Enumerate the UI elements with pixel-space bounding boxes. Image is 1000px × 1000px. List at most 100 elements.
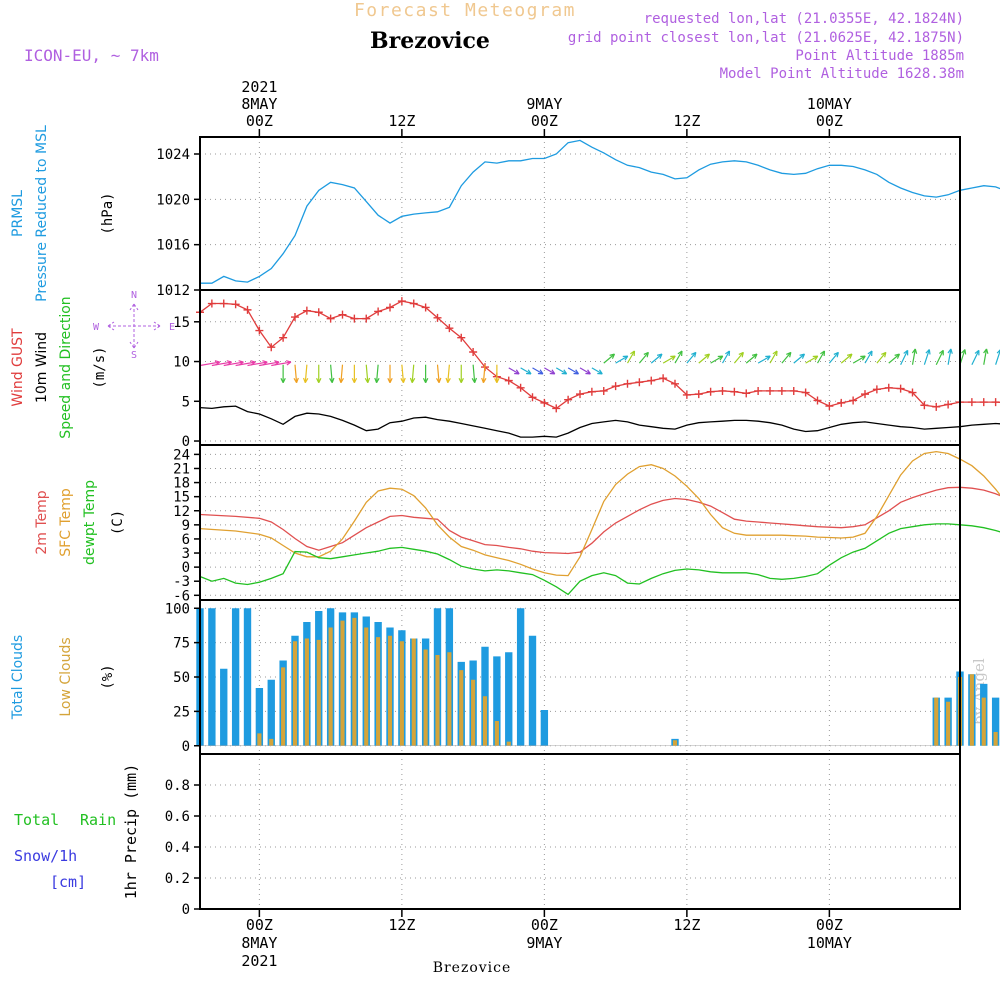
wind-arrow-head	[765, 355, 771, 361]
wind-arrow	[211, 361, 232, 367]
panel-label: 2m Temp	[34, 490, 50, 554]
gust-marker	[754, 386, 763, 395]
gust-marker	[302, 306, 311, 315]
wind-arrow-head	[799, 353, 806, 359]
series-line-wind10	[199, 405, 1000, 438]
wind-arrow-head	[983, 348, 989, 354]
panel-label: dewpt Temp	[82, 480, 98, 565]
gust-marker	[231, 300, 240, 309]
panel-label: 10m Wind	[34, 332, 50, 403]
wind-arrow-head	[458, 377, 464, 383]
total-cloud-bar	[231, 608, 240, 746]
y-tick-label: 5	[182, 394, 190, 410]
low-cloud-bar	[269, 738, 274, 746]
total-cloud-bar	[255, 688, 264, 746]
low-cloud-bar	[946, 701, 951, 746]
gust-marker	[433, 313, 442, 322]
bottom-year-label: 2021	[241, 952, 277, 970]
wind-arrow	[591, 367, 603, 375]
wind-arrow-head	[329, 377, 335, 383]
data-layer	[196, 139, 1000, 747]
top-time-label: 12Z	[673, 112, 700, 130]
wind-arrow-head	[293, 377, 299, 383]
y-tick-label: 0.4	[165, 840, 190, 856]
wind-arrow	[650, 353, 663, 364]
wind-arrow-head	[812, 355, 819, 361]
wind-arrow	[757, 355, 771, 364]
low-cloud-bar	[316, 639, 321, 746]
wind-arrow	[745, 353, 758, 364]
wind-arrow-head	[622, 355, 629, 361]
panel-frame	[199, 289, 961, 446]
wind-arrow	[579, 367, 591, 375]
y-tick-label: 0.6	[165, 809, 190, 825]
gust-marker	[540, 398, 549, 407]
gust-marker	[694, 390, 703, 399]
gust-marker	[861, 390, 869, 399]
wind-arrow-head	[738, 351, 744, 358]
top-year-label: 2021	[241, 78, 277, 96]
gust-marker	[623, 379, 632, 388]
y-tick-label: 75	[173, 636, 190, 652]
y-tick-label: 0.8	[165, 778, 190, 794]
low-cloud-bar	[328, 627, 333, 746]
wind-arrow-head	[961, 349, 967, 355]
wind-arrow	[340, 364, 344, 383]
panel-label: Pressure Reduced to MSL	[34, 125, 50, 302]
total-cloud-bar	[540, 710, 549, 746]
wind-arrow-head	[751, 353, 758, 359]
wind-arrow-head	[670, 355, 676, 361]
wind-arrow	[294, 364, 298, 383]
gust-marker	[777, 386, 786, 395]
wind-arrow-head	[704, 353, 711, 359]
wind-arrow-head	[925, 349, 931, 355]
gust-marker	[279, 333, 288, 342]
gust-marker	[872, 385, 881, 394]
wind-arrow-head	[597, 369, 603, 375]
requested-coords: requested lon,lat (21.0355E, 42.1824N)	[644, 11, 964, 27]
gust-marker	[813, 396, 822, 405]
wind-arrow-head	[903, 349, 909, 356]
gust-marker	[837, 398, 846, 407]
total-cloud-bar	[243, 608, 252, 746]
gust-marker	[255, 326, 264, 335]
wind-arrow-head	[947, 348, 953, 354]
wind-arrow-head	[573, 369, 580, 375]
wind-arrow-head	[860, 355, 866, 361]
wind-arrow-head	[374, 377, 380, 383]
wind-arrow	[864, 350, 873, 364]
gust-marker	[516, 383, 525, 392]
wind-arrow-head	[974, 349, 980, 356]
low-cloud-bar	[471, 679, 476, 746]
wind-arrow	[686, 352, 697, 364]
wind-arrow	[532, 367, 544, 375]
low-cloud-bar	[411, 638, 416, 746]
wind-arrow	[259, 361, 280, 367]
y-tick-label: 1016	[156, 238, 190, 254]
y-tick-label: 0	[182, 739, 190, 755]
closest-coords: grid point closest lon,lat (21.0625E, 42…	[568, 30, 964, 46]
series-line-gust	[199, 300, 1000, 410]
wind-arrow	[816, 350, 826, 364]
wind-arrow	[983, 348, 988, 365]
compass-e: E	[169, 322, 175, 333]
y-tick-label: 1024	[156, 147, 190, 163]
wind-arrow	[603, 353, 615, 364]
panel-frame	[199, 136, 961, 291]
wind-arrow-head	[494, 377, 500, 383]
y-tick-label: 24	[173, 447, 190, 463]
wind-arrow-head	[772, 350, 778, 357]
wind-arrow	[235, 361, 256, 367]
low-cloud-bar	[435, 655, 440, 746]
y-tick-label: 6	[182, 532, 190, 548]
gust-marker	[587, 387, 596, 396]
wind-arrow-head	[630, 350, 636, 357]
low-cloud-bar	[993, 732, 998, 746]
panel-label: Speed and Direction	[58, 296, 74, 438]
wind-arrow	[769, 350, 778, 364]
wind-arrow-head	[677, 350, 683, 357]
wind-arrow-head	[285, 360, 292, 366]
wind-arrow	[199, 361, 220, 367]
gust-marker	[967, 398, 976, 407]
